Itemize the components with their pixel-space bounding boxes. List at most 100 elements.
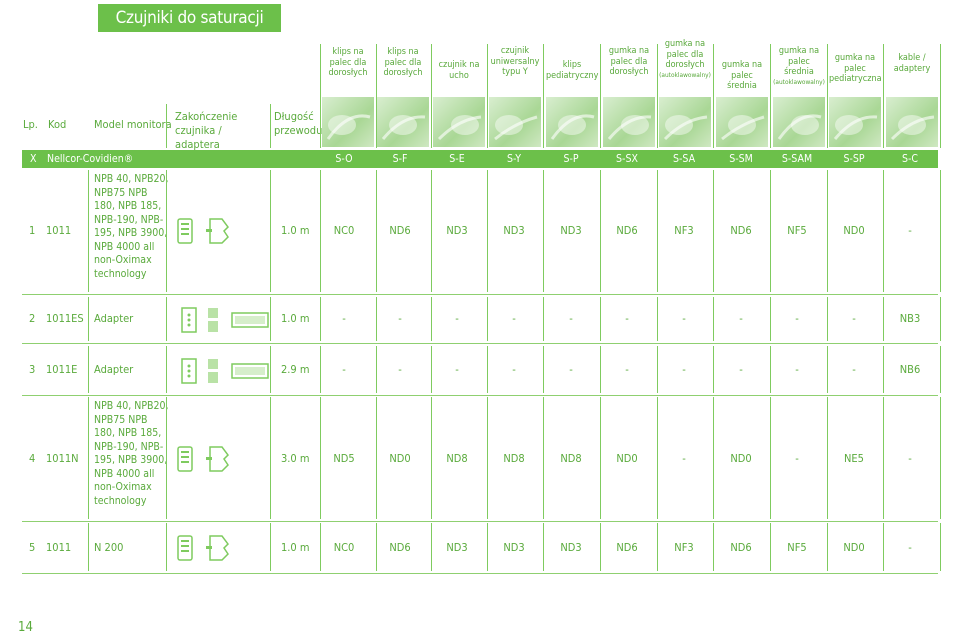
row-model: NPB 40, NPB20, NPB75 NPB 180, NPB 185, N… <box>94 173 169 280</box>
row-separator <box>600 523 601 571</box>
column-separator <box>376 44 377 148</box>
row-length: 1.0 m <box>281 312 310 325</box>
row-separator <box>940 397 941 519</box>
row-value: NB6 <box>899 363 921 376</box>
section-code: S-F <box>392 153 408 165</box>
connector-icon <box>177 535 229 561</box>
row-separator <box>940 523 941 571</box>
section-name: Nellcor-Covidien® <box>47 153 134 165</box>
sensor-photo-5 <box>546 97 598 147</box>
row-separator <box>88 170 89 292</box>
sensor-image-icon <box>833 115 878 140</box>
row-separator <box>940 170 941 292</box>
sensor-image-icon <box>663 115 708 141</box>
row-separator <box>827 523 828 571</box>
row-lp: 4 <box>29 452 36 465</box>
header-separator <box>166 104 167 148</box>
sensor-header-label: kable / adaptery <box>893 53 931 74</box>
section-code: S-P <box>563 153 579 165</box>
row-separator <box>827 170 828 292</box>
row-model: N 200 <box>94 541 124 554</box>
row-value: - <box>569 312 573 325</box>
adapter-ending <box>180 305 272 339</box>
sensor-header-11: kable / adaptery <box>886 53 938 74</box>
adapter-icon <box>181 307 269 333</box>
row-separator <box>320 523 321 571</box>
row-separator <box>376 397 377 519</box>
section-row-nellcor: X Nellcor-Covidien® S-O S-F S-E S-Y S-P S-SX S… <box>22 150 938 168</box>
row-value: ND0 <box>730 452 752 465</box>
sensor-header-2: klips na palec dla dorosłych <box>377 47 429 79</box>
row-value: NF5 <box>787 541 807 554</box>
row-value: ND3 <box>503 541 525 554</box>
row-separator <box>543 170 544 292</box>
row-separator <box>713 523 714 571</box>
row-separator <box>376 170 377 292</box>
row-model: Adapter <box>94 363 134 376</box>
sensor-photo-1 <box>322 97 374 147</box>
sensor-header-label: czujnik uniwersalny typu Y <box>490 46 540 77</box>
row-kod: 1011ES <box>46 312 84 325</box>
row-value: NC0 <box>333 224 355 237</box>
column-separator <box>770 44 771 148</box>
sensor-ending <box>176 445 236 477</box>
row-separator <box>883 397 884 519</box>
column-separator <box>940 44 941 148</box>
row-value: - <box>569 363 573 376</box>
row-separator <box>713 170 714 292</box>
sensor-header-label: klips na palec dla dorosłych <box>383 47 423 78</box>
row-value: ND5 <box>333 452 355 465</box>
row-separator <box>657 297 658 341</box>
sensor-header-4: czujnik uniwersalny typu Y <box>489 46 541 78</box>
sensor-image-icon <box>721 115 765 141</box>
row-value: - <box>908 541 912 554</box>
row-separator <box>770 397 771 519</box>
row-separator <box>270 346 271 393</box>
sensor-header-label: gumka na palec średnia <box>778 46 820 77</box>
row-divider <box>22 395 938 396</box>
column-separator <box>657 44 658 148</box>
column-separator <box>487 44 488 148</box>
row-value: - <box>852 363 856 376</box>
row-model: Adapter <box>94 312 134 325</box>
section-code: S-SM <box>729 153 753 165</box>
row-value: - <box>739 312 743 325</box>
row-kod: 1011 <box>46 224 72 237</box>
row-value: - <box>342 312 346 325</box>
sensor-photo-10 <box>829 97 881 147</box>
page-title: Czujniki do saturacji (SpO2) <box>98 4 281 56</box>
row-value: - <box>398 312 402 325</box>
row-separator <box>827 346 828 393</box>
row-separator <box>320 346 321 393</box>
column-separator <box>320 44 321 148</box>
row-value: ND3 <box>560 224 582 237</box>
sensor-image-icon <box>890 115 935 141</box>
column-separator <box>883 44 884 148</box>
column-separator <box>431 44 432 148</box>
section-code: S-SA <box>672 153 696 165</box>
row-value: ND6 <box>616 224 638 237</box>
sensor-header-7: gumka na palec dla dorosłych (autoklawowa… <box>659 39 711 79</box>
row-value: NF5 <box>787 224 807 237</box>
row-separator <box>320 297 321 341</box>
row-separator <box>270 170 271 292</box>
row-divider <box>22 521 938 522</box>
row-value: - <box>682 363 686 376</box>
row-separator <box>770 170 771 292</box>
section-code: S-Y <box>507 153 521 165</box>
row-value: ND8 <box>503 452 525 465</box>
row-value: NC0 <box>333 541 355 554</box>
sensor-photo-7 <box>659 97 711 147</box>
row-separator <box>657 346 658 393</box>
row-separator <box>657 397 658 519</box>
row-value: ND0 <box>843 224 865 237</box>
row-value: ND6 <box>616 541 638 554</box>
row-separator <box>320 170 321 292</box>
row-separator <box>883 523 884 571</box>
row-value: NE5 <box>844 452 864 465</box>
row-value: - <box>852 312 856 325</box>
row-lp: 3 <box>29 363 36 376</box>
sensor-header-9: gumka na palec średnia (autoklawowalny) <box>773 46 825 86</box>
sensor-header-label: gumka na palec pediatryczna <box>829 53 882 84</box>
sensor-header-label: klips na palec dla dorosłych <box>328 47 368 78</box>
